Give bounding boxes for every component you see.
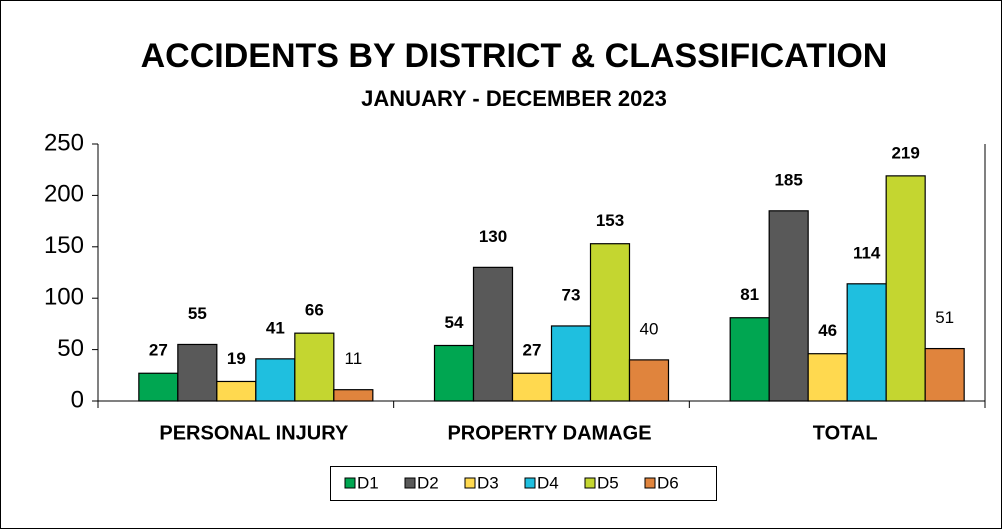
bar — [333, 389, 374, 402]
legend-swatch — [584, 477, 596, 489]
legend-swatch — [344, 477, 356, 489]
chart-title: ACCIDENTS BY DISTRICT & CLASSIFICATION — [141, 37, 888, 75]
legend-swatch — [524, 477, 536, 489]
data-label: 114 — [853, 243, 881, 262]
chart-subtitle: JANUARY - DECEMBER 2023 — [361, 86, 667, 111]
data-label: 66 — [305, 301, 324, 320]
legend-swatch — [644, 477, 656, 489]
data-label: 40 — [640, 319, 659, 338]
legend-label: D3 — [477, 473, 499, 492]
data-label: 54 — [445, 313, 464, 332]
bar — [589, 243, 631, 402]
bar — [255, 358, 296, 402]
bar — [807, 353, 848, 402]
legend-label: D5 — [597, 473, 619, 492]
bar — [550, 325, 592, 402]
data-label: 11 — [345, 349, 363, 368]
data-label: 27 — [523, 341, 542, 360]
bar — [433, 344, 475, 402]
x-tick-label: PERSONAL INJURY — [159, 422, 349, 444]
data-label: 153 — [596, 211, 624, 230]
data-label: 19 — [227, 349, 246, 368]
bar — [294, 332, 335, 402]
x-tick-label: PROPERTY DAMAGE — [447, 422, 651, 444]
bar — [472, 266, 514, 402]
bar — [511, 372, 553, 402]
y-tick-label: 250 — [44, 129, 84, 156]
data-label: 130 — [479, 227, 507, 246]
x-tick-label: TOTAL — [813, 422, 878, 444]
bar — [628, 359, 670, 402]
data-label: 81 — [740, 285, 759, 304]
bar — [768, 210, 809, 402]
legend-label: D4 — [537, 473, 559, 492]
bar — [924, 347, 965, 402]
data-label: 55 — [188, 304, 207, 323]
data-label: 185 — [774, 170, 802, 189]
y-tick-label: 150 — [44, 232, 84, 259]
legend-label: D1 — [357, 473, 379, 492]
bar — [216, 380, 257, 402]
legend-swatch — [404, 477, 416, 489]
y-tick-label: 200 — [44, 181, 84, 208]
bar — [177, 343, 218, 402]
y-tick-label: 50 — [57, 335, 84, 362]
legend-label: D2 — [417, 473, 439, 492]
legend-label: D6 — [657, 473, 679, 492]
data-label: 41 — [266, 318, 285, 337]
data-label: 219 — [891, 143, 919, 162]
data-label: 51 — [935, 308, 954, 327]
bar — [729, 317, 770, 402]
data-label: 27 — [149, 341, 168, 360]
bar — [846, 283, 887, 402]
y-tick-label: 100 — [44, 284, 84, 311]
y-tick-label: 0 — [71, 386, 84, 413]
data-label: 73 — [562, 285, 581, 304]
bar — [138, 372, 179, 402]
bar — [885, 175, 926, 402]
legend-swatch — [464, 477, 476, 489]
data-label: 46 — [818, 321, 837, 340]
